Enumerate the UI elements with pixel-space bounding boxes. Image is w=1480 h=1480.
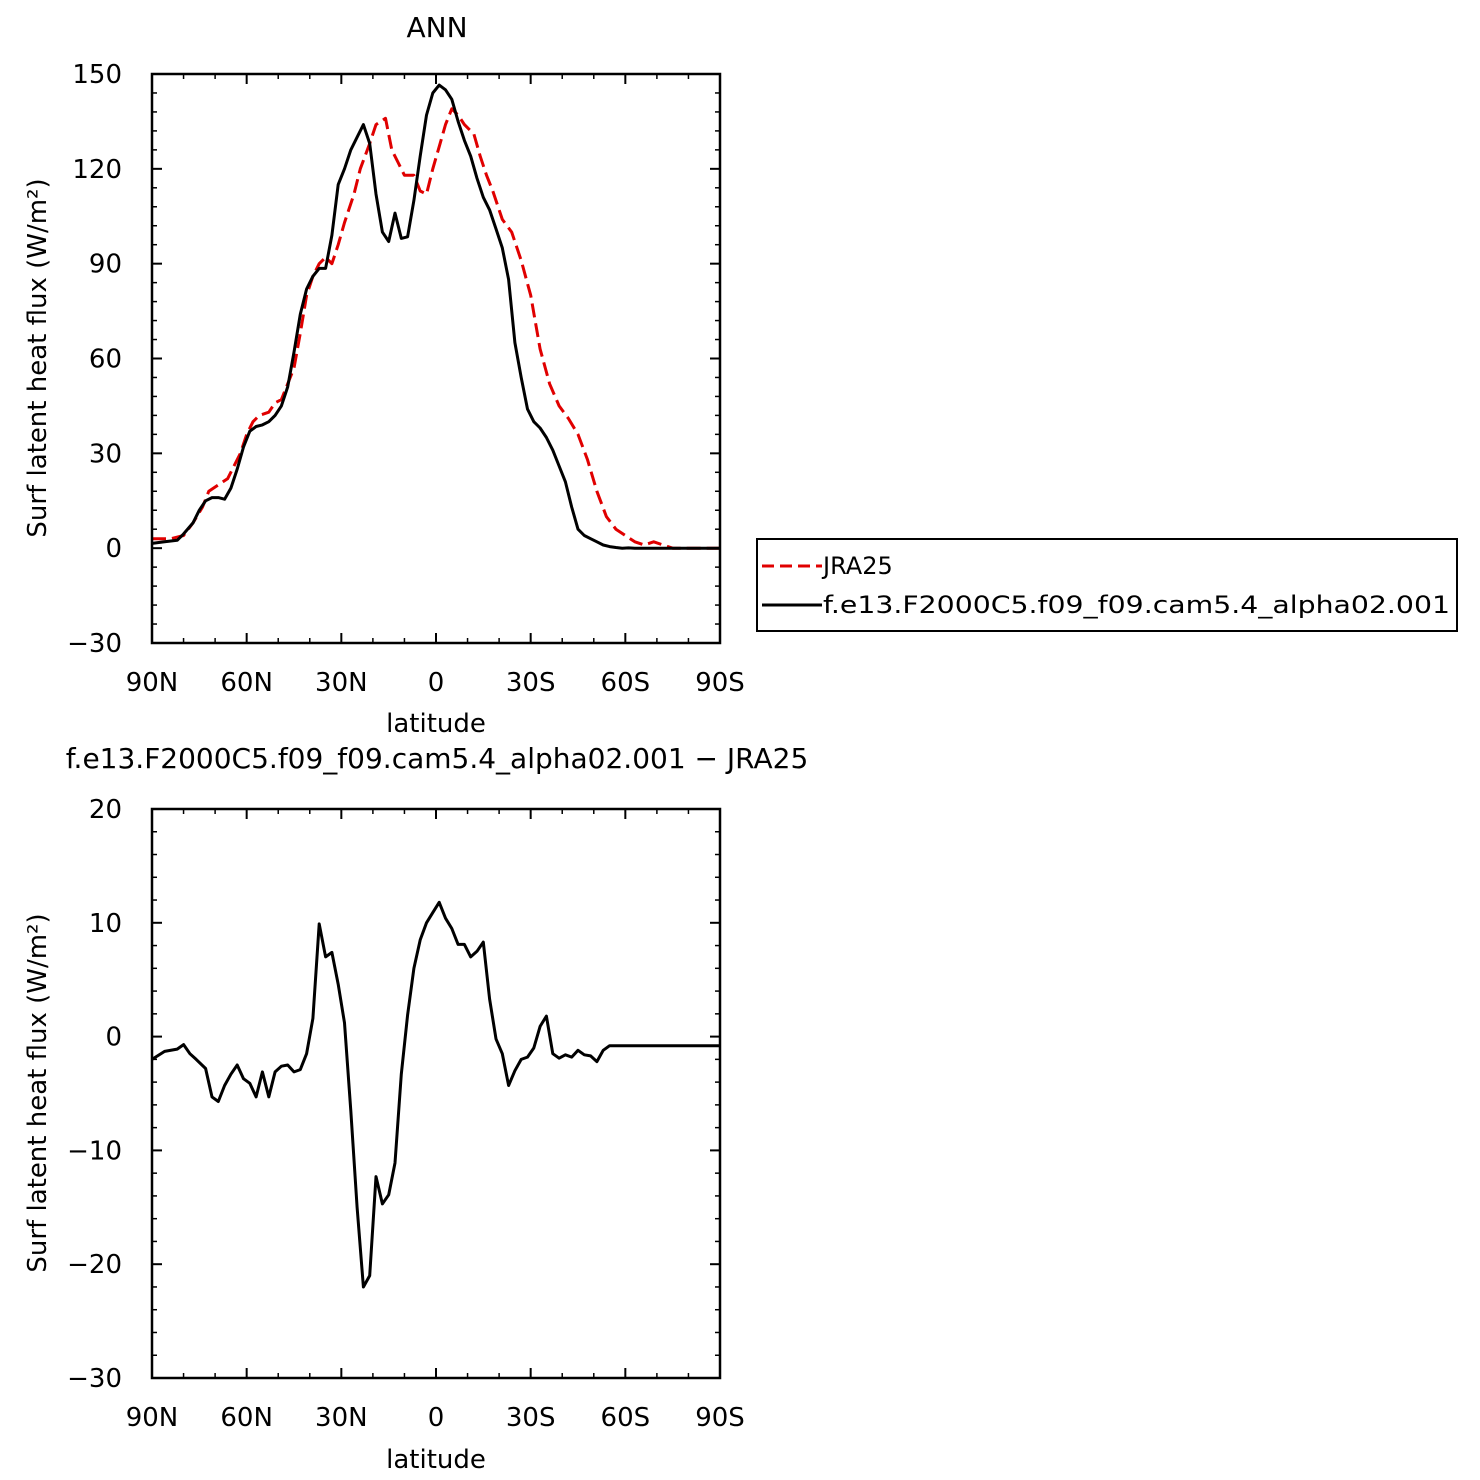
top-y-tick-label: 60 bbox=[89, 345, 122, 375]
bottom-y-tick-label: −30 bbox=[67, 1364, 122, 1394]
top-panel-x-axis-label: latitude bbox=[386, 709, 486, 739]
top-x-tick-label: 90N bbox=[126, 668, 179, 698]
bottom-panel-ticks: 90N 60N 30N 0 30S 60S 90S −30 −20 −10 0 10 20 bbox=[67, 795, 745, 1433]
legend-box bbox=[756, 538, 1458, 632]
top-y-tick-label: −30 bbox=[67, 629, 122, 659]
top-panel-title: ANN bbox=[406, 11, 467, 44]
bottom-y-tick-label: 0 bbox=[105, 1023, 122, 1053]
top-y-tick-label: 150 bbox=[72, 60, 122, 90]
bottom-y-tick-label: −20 bbox=[67, 1250, 122, 1280]
bottom-series-line-0 bbox=[151, 900, 720, 1289]
bottom-panel-title: f.e13.F2000C5.f09_f09.cam5.4_alpha02.001… bbox=[66, 742, 809, 775]
bottom-panel: f.e13.F2000C5.f09_f09.cam5.4_alpha02.001… bbox=[23, 742, 808, 1475]
top-y-tick-label: 30 bbox=[89, 439, 122, 469]
top-panel: ANN 90N 60N 30N 0 30S 60S 90S−300306090120150 … bbox=[23, 11, 745, 739]
top-y-tick-label: 90 bbox=[89, 250, 122, 280]
legend-label-jra25: JRA25 bbox=[821, 552, 893, 580]
legend-label-model: f.e13.F2000C5.f09_f09.cam5.4_alpha02.001 bbox=[823, 591, 1450, 619]
bottom-x-tick-label: 0 bbox=[428, 1403, 445, 1433]
bottom-panel-x-axis-label: latitude bbox=[386, 1445, 486, 1475]
bottom-panel-frame bbox=[150, 807, 722, 1380]
top-x-tick-label: 30N bbox=[315, 668, 368, 698]
top-x-tick-label: 90S bbox=[695, 668, 745, 698]
bottom-panel-series bbox=[151, 900, 720, 1289]
top-panel-ticks: 90N 60N 30N 0 30S 60S 90S −30 0 30 60 90 120 150 bbox=[67, 60, 745, 698]
top-x-tick-label: 0 bbox=[428, 668, 445, 698]
top-x-tick-label: 30S bbox=[506, 668, 556, 698]
bottom-x-tick-label: 60S bbox=[601, 1403, 651, 1433]
top-x-tick-label: 60N bbox=[220, 668, 273, 698]
legend: JRA25 f.e13.F2000C5.f09_f09.cam5.4_alpha… bbox=[756, 538, 1458, 632]
bottom-y-tick-label: 20 bbox=[89, 795, 122, 825]
bottom-x-tick-label: 30S bbox=[506, 1403, 556, 1433]
bottom-x-tick-label: 90N bbox=[126, 1403, 179, 1433]
bottom-x-tick-label: 60N bbox=[220, 1403, 273, 1433]
bottom-y-tick-label: −10 bbox=[67, 1136, 122, 1166]
bottom-panel-y-axis-label: Surf latent heat flux (W/m²) bbox=[23, 913, 53, 1272]
top-series-line-0 bbox=[152, 107, 720, 550]
top-series-line-1 bbox=[151, 83, 720, 550]
bottom-y-tick-label: 10 bbox=[89, 909, 122, 939]
bottom-x-tick-label: 90S bbox=[695, 1403, 745, 1433]
top-panel-series bbox=[151, 83, 720, 550]
top-y-tick-label: 0 bbox=[105, 534, 122, 564]
top-y-tick-label: 120 bbox=[72, 155, 122, 185]
top-panel-y-axis-label: Surf latent heat flux (W/m²) bbox=[23, 178, 53, 537]
bottom-x-tick-label: 30N bbox=[315, 1403, 368, 1433]
top-x-tick-label: 60S bbox=[601, 668, 651, 698]
